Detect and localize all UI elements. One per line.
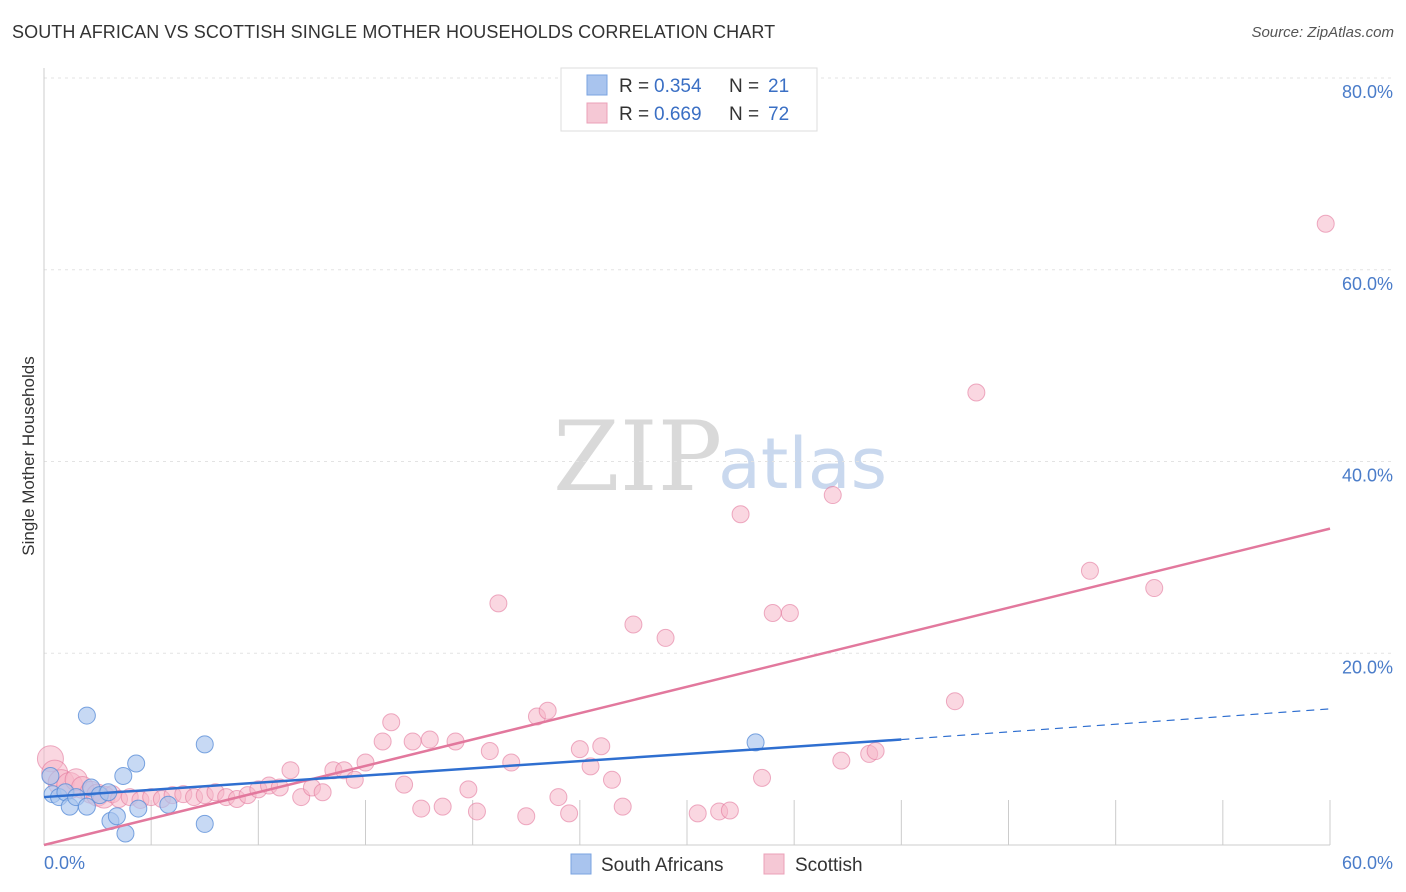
legend-r-value-1: 0.354 [654, 76, 702, 97]
y-axis-title: Single Mother Households [19, 356, 38, 555]
y-tick-label-40: 40.0% [1342, 466, 1393, 486]
legend-r-label-2: R = [619, 104, 649, 125]
scottish-point [720, 801, 739, 820]
scottish-point [763, 603, 782, 622]
scottish-point [480, 742, 499, 761]
scottish-point [489, 594, 508, 613]
scottish-point [592, 737, 611, 756]
bottom-legend-label-south-africans: South Africans [601, 855, 724, 876]
y-tick-labels: 20.0% 40.0% 60.0% 80.0% [1342, 82, 1393, 677]
scottish-point [832, 751, 851, 770]
scottish-point [945, 692, 964, 711]
scottish-point [313, 783, 332, 802]
legend-n-value-1: 21 [768, 76, 789, 97]
south-africans-point [195, 735, 214, 754]
x-tick-marks [43, 800, 1331, 845]
south-africans-point [195, 814, 214, 833]
trend-line-scottish [43, 527, 1331, 847]
watermark-zip: ZIP [553, 401, 722, 513]
scottish-point [753, 768, 772, 787]
scottish-point [538, 701, 557, 720]
legend-swatch-south-africans [586, 74, 608, 96]
south-africans-point [746, 733, 765, 752]
scottish-point [967, 383, 986, 402]
y-tick-label-80: 80.0% [1342, 82, 1393, 102]
bottom-legend-label-scottish: Scottish [795, 855, 863, 876]
scottish-point [1316, 214, 1335, 233]
scottish-point [420, 730, 439, 749]
source-label: Source: ZipAtlas.com [1251, 24, 1394, 41]
south-africans-point [129, 799, 148, 818]
legend-r-label-1: R = [619, 76, 649, 97]
scottish-point [395, 775, 414, 794]
series-scottish [36, 214, 1335, 826]
x-tick-label-max: 60.0% [1342, 853, 1393, 873]
scottish-point [656, 628, 675, 647]
legend-n-value-2: 72 [768, 104, 789, 125]
south-africans-point [127, 754, 146, 773]
scottish-point [549, 788, 568, 807]
scottish-point [517, 807, 536, 826]
trend-lines [43, 527, 1331, 847]
series-south-africans [41, 706, 765, 843]
scottish-point [602, 770, 621, 789]
scottish-point [823, 486, 842, 505]
bottom-legend-swatch-south-africans [570, 853, 592, 875]
south-africans-point [41, 766, 60, 785]
y-tick-label-20: 20.0% [1342, 657, 1393, 677]
scottish-point [688, 804, 707, 823]
legend-n-label-2: N = [729, 104, 759, 125]
scottish-point [866, 742, 885, 761]
bottom-legend: South Africans Scottish [570, 853, 863, 876]
scottish-point [613, 797, 632, 816]
trend-line-south-africans-extension [901, 708, 1331, 741]
chart-title: SOUTH AFRICAN VS SCOTTISH SINGLE MOTHER … [12, 22, 776, 42]
south-africans-point [107, 807, 126, 826]
legend-r-value-2: 0.669 [654, 104, 702, 125]
south-africans-point [77, 797, 96, 816]
legend-n-label-1: N = [729, 76, 759, 97]
scottish-point [1080, 561, 1099, 580]
scottish-point [780, 603, 799, 622]
scottish-point [560, 804, 579, 823]
scottish-point [731, 505, 750, 524]
scottish-point [459, 780, 478, 799]
south-africans-point [159, 795, 178, 814]
scottish-point [433, 797, 452, 816]
scottish-point [373, 732, 392, 751]
south-africans-point [114, 766, 133, 785]
legend-swatch-scottish [586, 102, 608, 124]
scottish-point [570, 740, 589, 759]
scottish-point [345, 770, 364, 789]
x-tick-label-min: 0.0% [44, 853, 85, 873]
scottish-point [502, 753, 521, 772]
scottish-point [581, 757, 600, 776]
legend: R = 0.354 N = 21 R = 0.669 N = 72 [560, 67, 818, 132]
scottish-point [467, 802, 486, 821]
bottom-legend-swatch-scottish [763, 853, 785, 875]
scottish-point [624, 615, 643, 634]
scottish-point [281, 761, 300, 780]
south-africans-point [77, 706, 96, 725]
watermark-atlas: atlas [718, 423, 887, 505]
trend-line-south-africans [43, 738, 902, 799]
scottish-point [1145, 579, 1164, 598]
scottish-point [403, 732, 422, 751]
gridlines [44, 77, 1393, 654]
y-tick-label-60: 60.0% [1342, 274, 1393, 294]
scottish-point [412, 799, 431, 818]
scottish-point [382, 713, 401, 732]
